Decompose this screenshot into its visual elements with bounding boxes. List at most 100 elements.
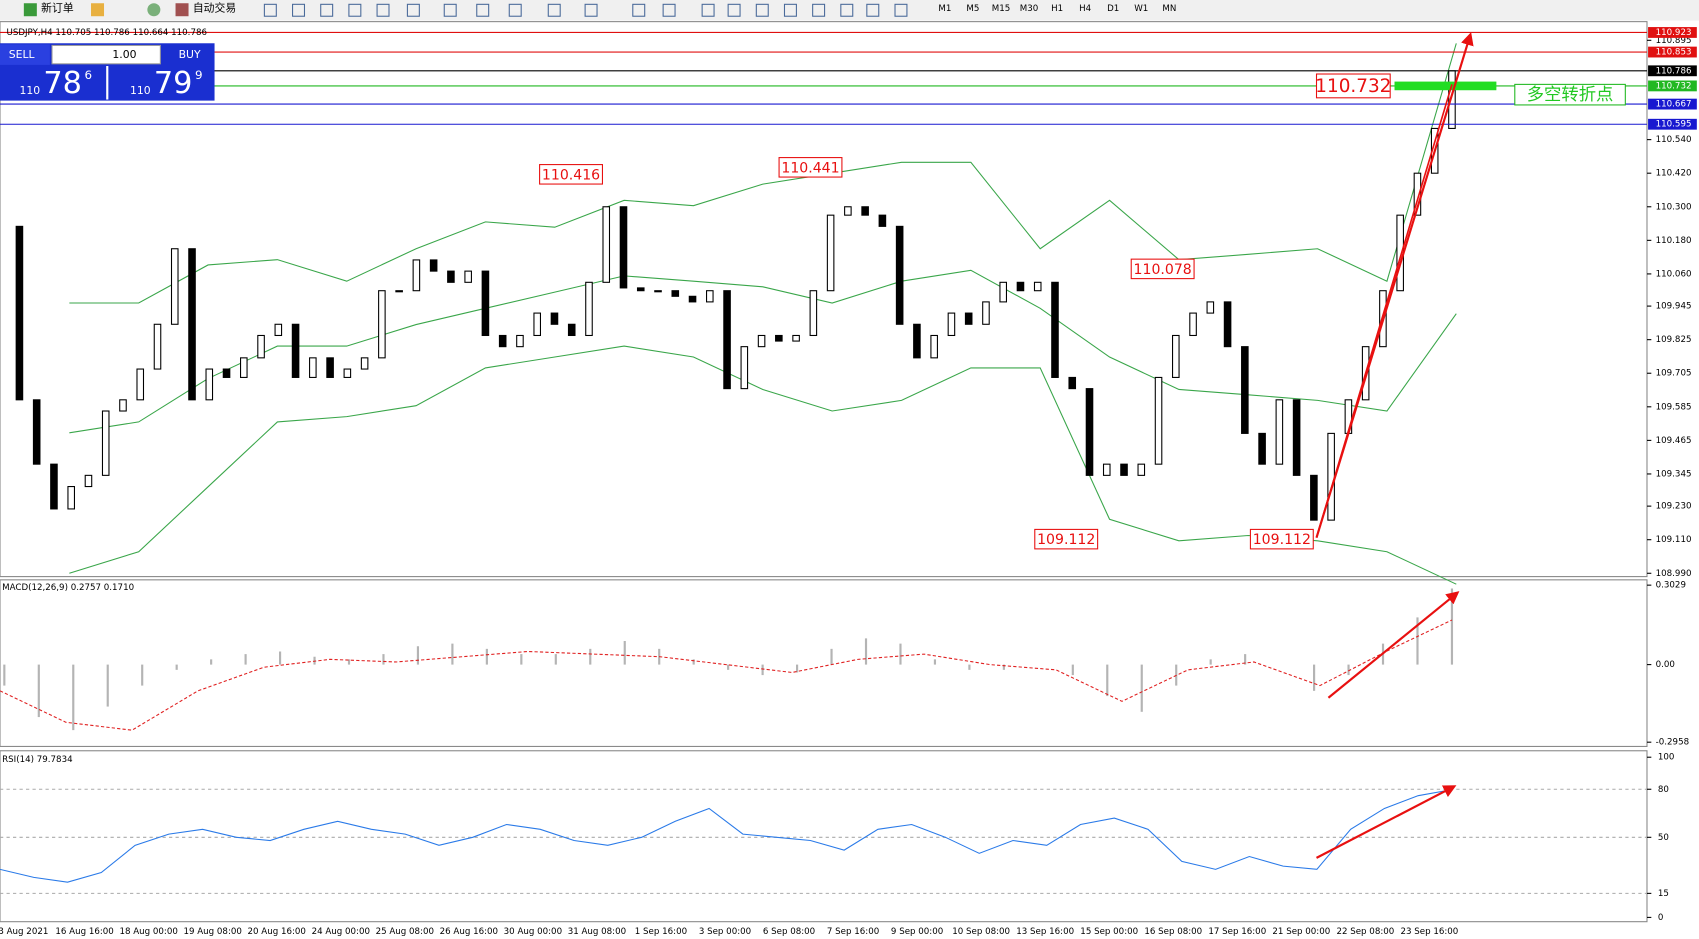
sell-label[interactable]: SELL [9, 48, 35, 61]
tool-icon[interactable] [147, 3, 161, 17]
x-tick-label: 24 Aug 00:00 [312, 927, 370, 937]
level-label: 110.923 [1656, 28, 1692, 38]
x-tick-label: 26 Aug 16:00 [440, 927, 498, 937]
tool-icon[interactable] [755, 3, 769, 17]
y-tick-label: 80 [1658, 785, 1669, 795]
tool-icon[interactable] [894, 3, 908, 17]
lot-value[interactable]: 1.00 [112, 48, 136, 61]
x-tick-label: 19 Aug 08:00 [183, 927, 241, 937]
tool-icon[interactable] [443, 3, 457, 17]
sell-price-main[interactable]: 78 [43, 66, 82, 101]
y-tick-label: 109.585 [1656, 402, 1692, 412]
timeframe[interactable]: M1 [938, 4, 951, 14]
candle [999, 281, 1008, 303]
timeframe[interactable]: H4 [1079, 4, 1092, 14]
candle [1258, 432, 1266, 465]
y-tick-label: 109.705 [1656, 369, 1692, 379]
band-middle [69, 269, 1457, 434]
buy-label[interactable]: BUY [179, 48, 201, 61]
candle [170, 248, 179, 325]
candle [1223, 301, 1232, 348]
buy-price-big[interactable]: 110 [130, 84, 151, 97]
candle [343, 368, 352, 378]
tool-icon[interactable] [508, 3, 522, 17]
rsi-panel [0, 750, 1648, 923]
candle [1292, 399, 1301, 476]
x-tick-label: 21 Sep 00:00 [1272, 927, 1330, 937]
tool-icon[interactable] [406, 3, 420, 17]
y-tick-label: 109.465 [1656, 436, 1692, 446]
tool-icon[interactable] [866, 3, 880, 17]
candle [913, 323, 921, 359]
auto-trading-icon[interactable] [175, 3, 189, 17]
level-tag [1648, 98, 1697, 110]
candle [498, 334, 507, 348]
tool-icon[interactable] [701, 3, 715, 17]
candle [360, 357, 369, 370]
timeframe[interactable]: M5 [966, 4, 979, 14]
candle [32, 399, 41, 465]
y-tick-label: 50 [1658, 833, 1669, 843]
candle [1275, 399, 1284, 465]
x-tick-label: 30 Aug 00:00 [504, 927, 562, 937]
tool-icon[interactable] [727, 3, 741, 17]
tool-icon[interactable] [812, 3, 826, 17]
candle [930, 334, 938, 359]
lot-input[interactable] [51, 44, 161, 65]
tool-icon[interactable] [584, 3, 598, 17]
annotation-box [539, 164, 603, 185]
candle [516, 334, 524, 348]
x-tick-label: 10 Sep 08:00 [952, 927, 1010, 937]
rsi-title: RSI(14) 79.7834 [2, 755, 73, 765]
price-panel [0, 21, 1648, 578]
new-order-icon[interactable] [23, 3, 37, 17]
tool-icon[interactable] [662, 3, 676, 17]
rsi-line [0, 789, 1453, 883]
candle [136, 368, 145, 401]
annotation: 110.078 [1134, 262, 1192, 278]
timeframe[interactable]: M15 [992, 4, 1010, 14]
annotation-box [1249, 528, 1314, 550]
tool-icon[interactable] [91, 3, 105, 17]
timeframe[interactable]: MN [1162, 4, 1176, 14]
sell-price-small[interactable]: 6 [85, 68, 93, 82]
candle [1016, 281, 1025, 292]
sell-button[interactable] [0, 44, 50, 65]
tool-icon[interactable] [476, 3, 490, 17]
candle [585, 281, 593, 337]
level-tag [1648, 80, 1697, 92]
tool-icon[interactable] [263, 3, 277, 17]
candle [550, 312, 559, 325]
tool-icon[interactable] [783, 3, 797, 17]
sell-price-big[interactable]: 110 [20, 84, 41, 97]
annotation: 109.112 [1253, 532, 1311, 548]
candle [1206, 301, 1215, 314]
auto-trading[interactable]: 自动交易 [193, 1, 236, 15]
tool-icon[interactable] [376, 3, 390, 17]
y-tick-label: 110.300 [1656, 202, 1692, 212]
timeframe[interactable]: M30 [1020, 4, 1038, 14]
candle [619, 206, 628, 289]
annotation-box [1130, 258, 1195, 280]
candle [222, 368, 231, 378]
candle [775, 334, 783, 342]
tool-icon[interactable] [632, 3, 646, 17]
tool-icon[interactable] [840, 3, 854, 17]
tool-icon[interactable] [547, 3, 561, 17]
tool-icon[interactable] [292, 3, 306, 17]
tool-icon[interactable] [320, 3, 334, 17]
new-order[interactable]: 新订单 [41, 1, 74, 15]
candle [723, 290, 731, 390]
y-tick-label: 110.420 [1656, 169, 1692, 179]
timeframe[interactable]: H1 [1051, 4, 1063, 14]
buy-price-main[interactable]: 79 [154, 66, 193, 101]
timeframe[interactable]: W1 [1134, 4, 1148, 14]
timeframe[interactable]: D1 [1107, 4, 1119, 14]
annotation-box [1315, 73, 1391, 99]
tool-icon[interactable] [348, 3, 362, 17]
x-tick-label: 22 Sep 08:00 [1336, 927, 1394, 937]
x-tick-label: 17 Sep 16:00 [1208, 927, 1266, 937]
candle [706, 290, 714, 303]
buy-price-small[interactable]: 9 [195, 68, 203, 82]
annotation-box [1034, 528, 1099, 550]
